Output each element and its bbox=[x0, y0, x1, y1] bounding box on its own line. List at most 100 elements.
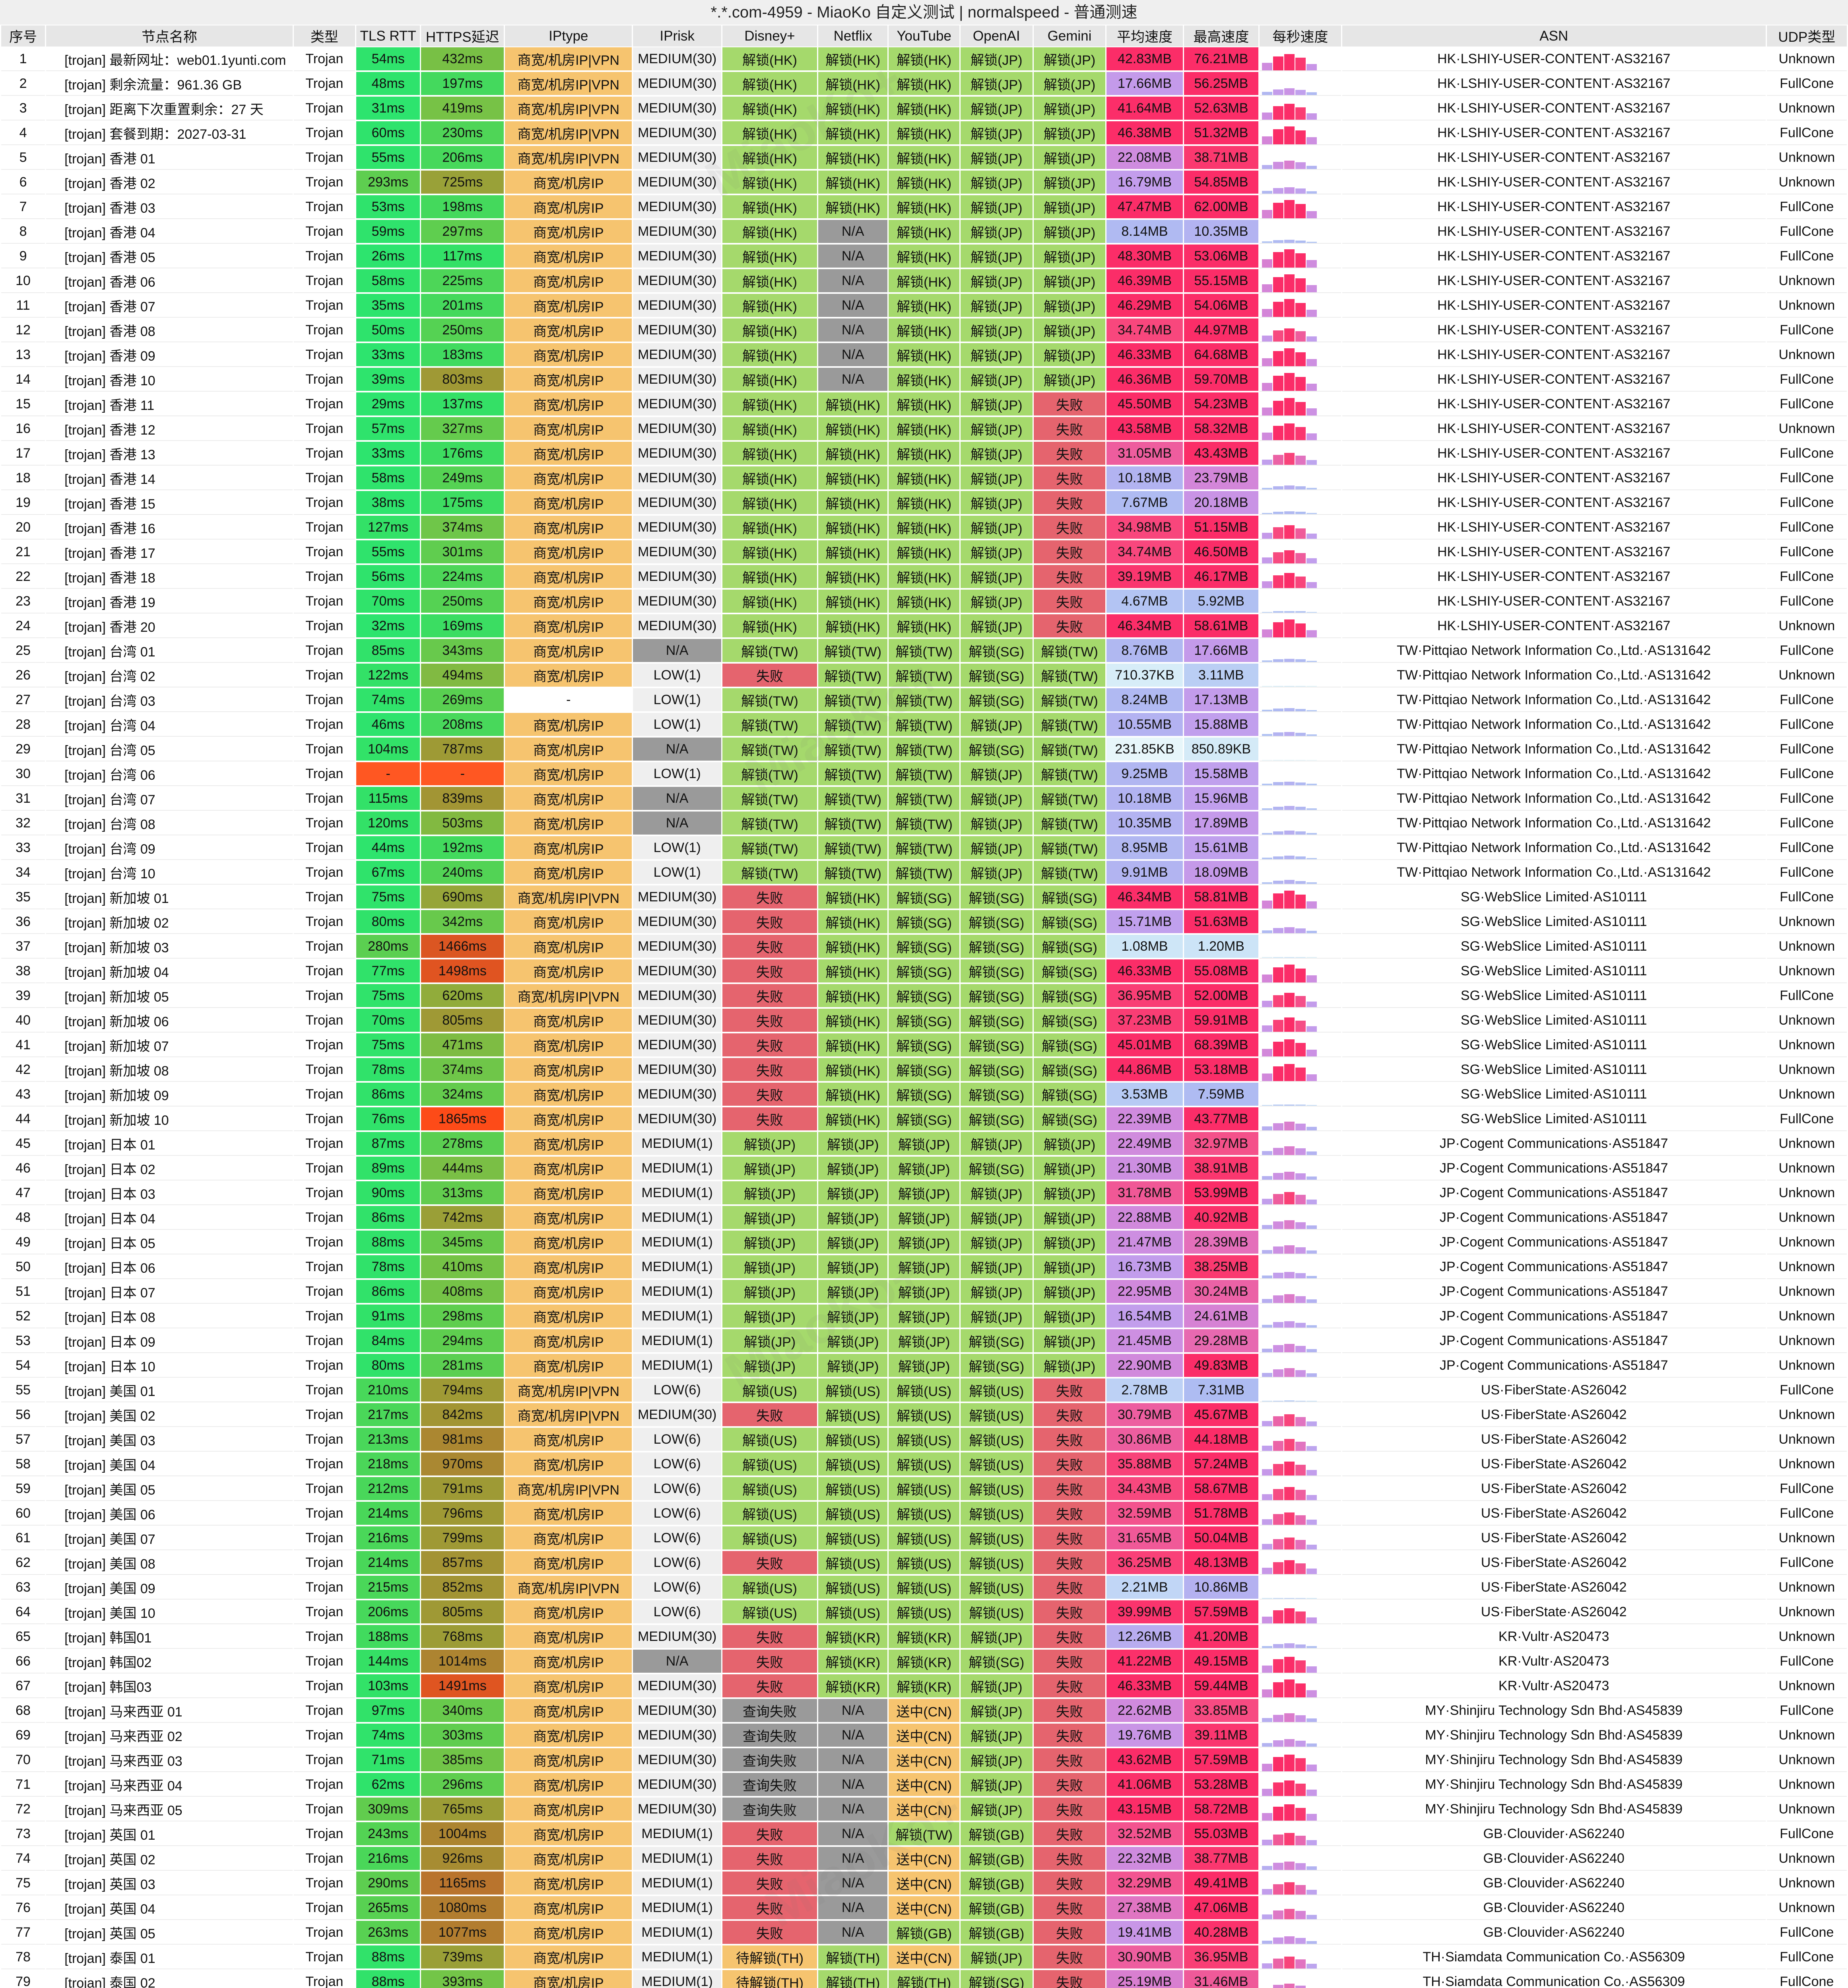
cell-gemini: 失败 bbox=[1033, 491, 1106, 515]
cell-netflix: 解锁(JP) bbox=[818, 1231, 888, 1254]
cell-youtube: 解锁(HK) bbox=[889, 565, 959, 589]
cell-disney: 解锁(HK) bbox=[722, 417, 817, 441]
cell-tls-rtt: 60ms bbox=[356, 121, 420, 145]
table-row: 26 [trojan] 台湾 02 Trojan 122ms 494ms 商宽/机房IP L… bbox=[1, 664, 1847, 687]
cell-udp-type: FullCone bbox=[1766, 713, 1847, 737]
cell-iptype: 商宽/机房IP|VPN bbox=[505, 1576, 632, 1600]
cell-index: 24 bbox=[1, 614, 45, 638]
cell-index: 58 bbox=[1, 1452, 45, 1476]
cell-https-latency: 503ms bbox=[421, 812, 504, 835]
cell-youtube: 送中(CN) bbox=[889, 1896, 959, 1920]
cell-type: Trojan bbox=[293, 664, 355, 687]
cell-udp-type: FullCone bbox=[1766, 1945, 1847, 1969]
cell-asn: US·FiberState·AS26042 bbox=[1342, 1378, 1766, 1402]
cell-node-name: [trojan] 距离下次重置剩余：27 天 bbox=[46, 97, 293, 120]
cell-gemini: 解锁(JP) bbox=[1033, 220, 1106, 244]
cell-https-latency: 281ms bbox=[421, 1354, 504, 1378]
cell-disney: 失败 bbox=[722, 910, 817, 934]
cell-iprisk: MEDIUM(30) bbox=[633, 1083, 721, 1107]
cell-netflix: 解锁(HK) bbox=[818, 97, 888, 120]
cell-iprisk: LOW(1) bbox=[633, 664, 721, 687]
cell-https-latency: 313ms bbox=[421, 1181, 504, 1205]
cell-openai: 解锁(JP) bbox=[960, 1773, 1033, 1797]
cell-gemini: 失败 bbox=[1033, 1403, 1106, 1427]
cell-per-second-speed bbox=[1260, 1748, 1341, 1772]
cell-per-second-speed bbox=[1260, 417, 1341, 441]
cell-https-latency: 791ms bbox=[421, 1477, 504, 1501]
cell-max-speed: 68.39MB bbox=[1184, 1033, 1259, 1057]
cell-https-latency: 970ms bbox=[421, 1452, 504, 1476]
cell-type: Trojan bbox=[293, 1477, 355, 1501]
cell-index: 10 bbox=[1, 269, 45, 293]
cell-iprisk: MEDIUM(30) bbox=[633, 540, 721, 564]
cell-iprisk: LOW(6) bbox=[633, 1428, 721, 1452]
cell-index: 20 bbox=[1, 516, 45, 540]
cell-iptype: 商宽/机房IP bbox=[505, 1255, 632, 1279]
table-row: 61 [trojan] 美国 07 Trojan 216ms 799ms 商宽/机房IP L… bbox=[1, 1526, 1847, 1550]
cell-youtube: 解锁(HK) bbox=[889, 269, 959, 293]
cell-asn: US·FiberState·AS26042 bbox=[1342, 1600, 1766, 1624]
cell-iptype: 商宽/机房IP bbox=[505, 318, 632, 342]
cell-disney: 失败 bbox=[722, 1921, 817, 1945]
cell-asn: JP·Cogent Communications·AS51847 bbox=[1342, 1181, 1766, 1205]
cell-index: 49 bbox=[1, 1231, 45, 1254]
cell-iptype: 商宽/机房IP bbox=[505, 935, 632, 959]
cell-index: 76 bbox=[1, 1896, 45, 1920]
cell-iprisk: MEDIUM(1) bbox=[633, 1231, 721, 1254]
cell-disney: 解锁(HK) bbox=[722, 97, 817, 120]
cell-iprisk: N/A bbox=[633, 738, 721, 761]
cell-udp-type: Unknown bbox=[1766, 1403, 1847, 1427]
cell-iptype: 商宽/机房IP bbox=[505, 294, 632, 318]
cell-tls-rtt: 78ms bbox=[356, 1058, 420, 1082]
cell-openai: 解锁(JP) bbox=[960, 343, 1033, 367]
cell-openai: 解锁(US) bbox=[960, 1502, 1033, 1526]
cell-iptype: 商宽/机房IP bbox=[505, 639, 632, 663]
cell-youtube: 解锁(US) bbox=[889, 1428, 959, 1452]
cell-openai: 解锁(JP) bbox=[960, 442, 1033, 466]
cell-gemini: 解锁(SG) bbox=[1033, 1083, 1106, 1107]
cell-udp-type: FullCone bbox=[1766, 836, 1847, 860]
cell-iprisk: LOW(6) bbox=[633, 1452, 721, 1476]
cell-asn: HK·LSHIY-USER-CONTENT·AS32167 bbox=[1342, 318, 1766, 342]
cell-iprisk: MEDIUM(1) bbox=[633, 1354, 721, 1378]
cell-index: 9 bbox=[1, 245, 45, 268]
cell-asn: HK·LSHIY-USER-CONTENT·AS32167 bbox=[1342, 491, 1766, 515]
cell-openai: 解锁(GB) bbox=[960, 1822, 1033, 1846]
cell-youtube: 解锁(KR) bbox=[889, 1674, 959, 1698]
cell-max-speed: 10.35MB bbox=[1184, 220, 1259, 244]
cell-iprisk: LOW(1) bbox=[633, 713, 721, 737]
cell-type: Trojan bbox=[293, 294, 355, 318]
cell-udp-type: FullCone bbox=[1766, 1378, 1847, 1402]
cell-index: 69 bbox=[1, 1724, 45, 1747]
cell-type: Trojan bbox=[293, 1921, 355, 1945]
cell-tls-rtt: 215ms bbox=[356, 1576, 420, 1600]
cell-udp-type: Unknown bbox=[1766, 1625, 1847, 1649]
cell-iprisk: MEDIUM(30) bbox=[633, 1107, 721, 1131]
cell-netflix: N/A bbox=[818, 1872, 888, 1895]
table-row: 59 [trojan] 美国 05 Trojan 212ms 791ms 商宽/机房IP|… bbox=[1, 1477, 1847, 1501]
cell-max-speed: 17.89MB bbox=[1184, 812, 1259, 835]
cell-iprisk: MEDIUM(30) bbox=[633, 47, 721, 71]
cell-https-latency: 1080ms bbox=[421, 1896, 504, 1920]
cell-type: Trojan bbox=[293, 245, 355, 268]
cell-type: Trojan bbox=[293, 540, 355, 564]
cell-udp-type: Unknown bbox=[1766, 171, 1847, 194]
cell-type: Trojan bbox=[293, 392, 355, 416]
cell-openai: 解锁(US) bbox=[960, 1576, 1033, 1600]
cell-netflix: 解锁(JP) bbox=[818, 1329, 888, 1353]
cell-iprisk: MEDIUM(30) bbox=[633, 1403, 721, 1427]
cell-tls-rtt: 31ms bbox=[356, 97, 420, 120]
cell-gemini: 解锁(JP) bbox=[1033, 1305, 1106, 1328]
cell-openai: 解锁(JP) bbox=[960, 121, 1033, 145]
cell-avg-speed: 3.53MB bbox=[1106, 1083, 1183, 1107]
cell-disney: 待解锁(TH) bbox=[722, 1970, 817, 1988]
table-row: 47 [trojan] 日本 03 Trojan 90ms 313ms 商宽/机房IP ME… bbox=[1, 1181, 1847, 1205]
cell-tls-rtt: 103ms bbox=[356, 1674, 420, 1698]
cell-node-name: [trojan] 台湾 08 bbox=[46, 812, 293, 835]
cell-openai: 解锁(US) bbox=[960, 1526, 1033, 1550]
cell-openai: 解锁(US) bbox=[960, 1452, 1033, 1476]
cell-iprisk: MEDIUM(30) bbox=[633, 1058, 721, 1082]
cell-max-speed: 24.61MB bbox=[1184, 1305, 1259, 1328]
cell-tls-rtt: 212ms bbox=[356, 1477, 420, 1501]
cell-udp-type: FullCone bbox=[1766, 540, 1847, 564]
